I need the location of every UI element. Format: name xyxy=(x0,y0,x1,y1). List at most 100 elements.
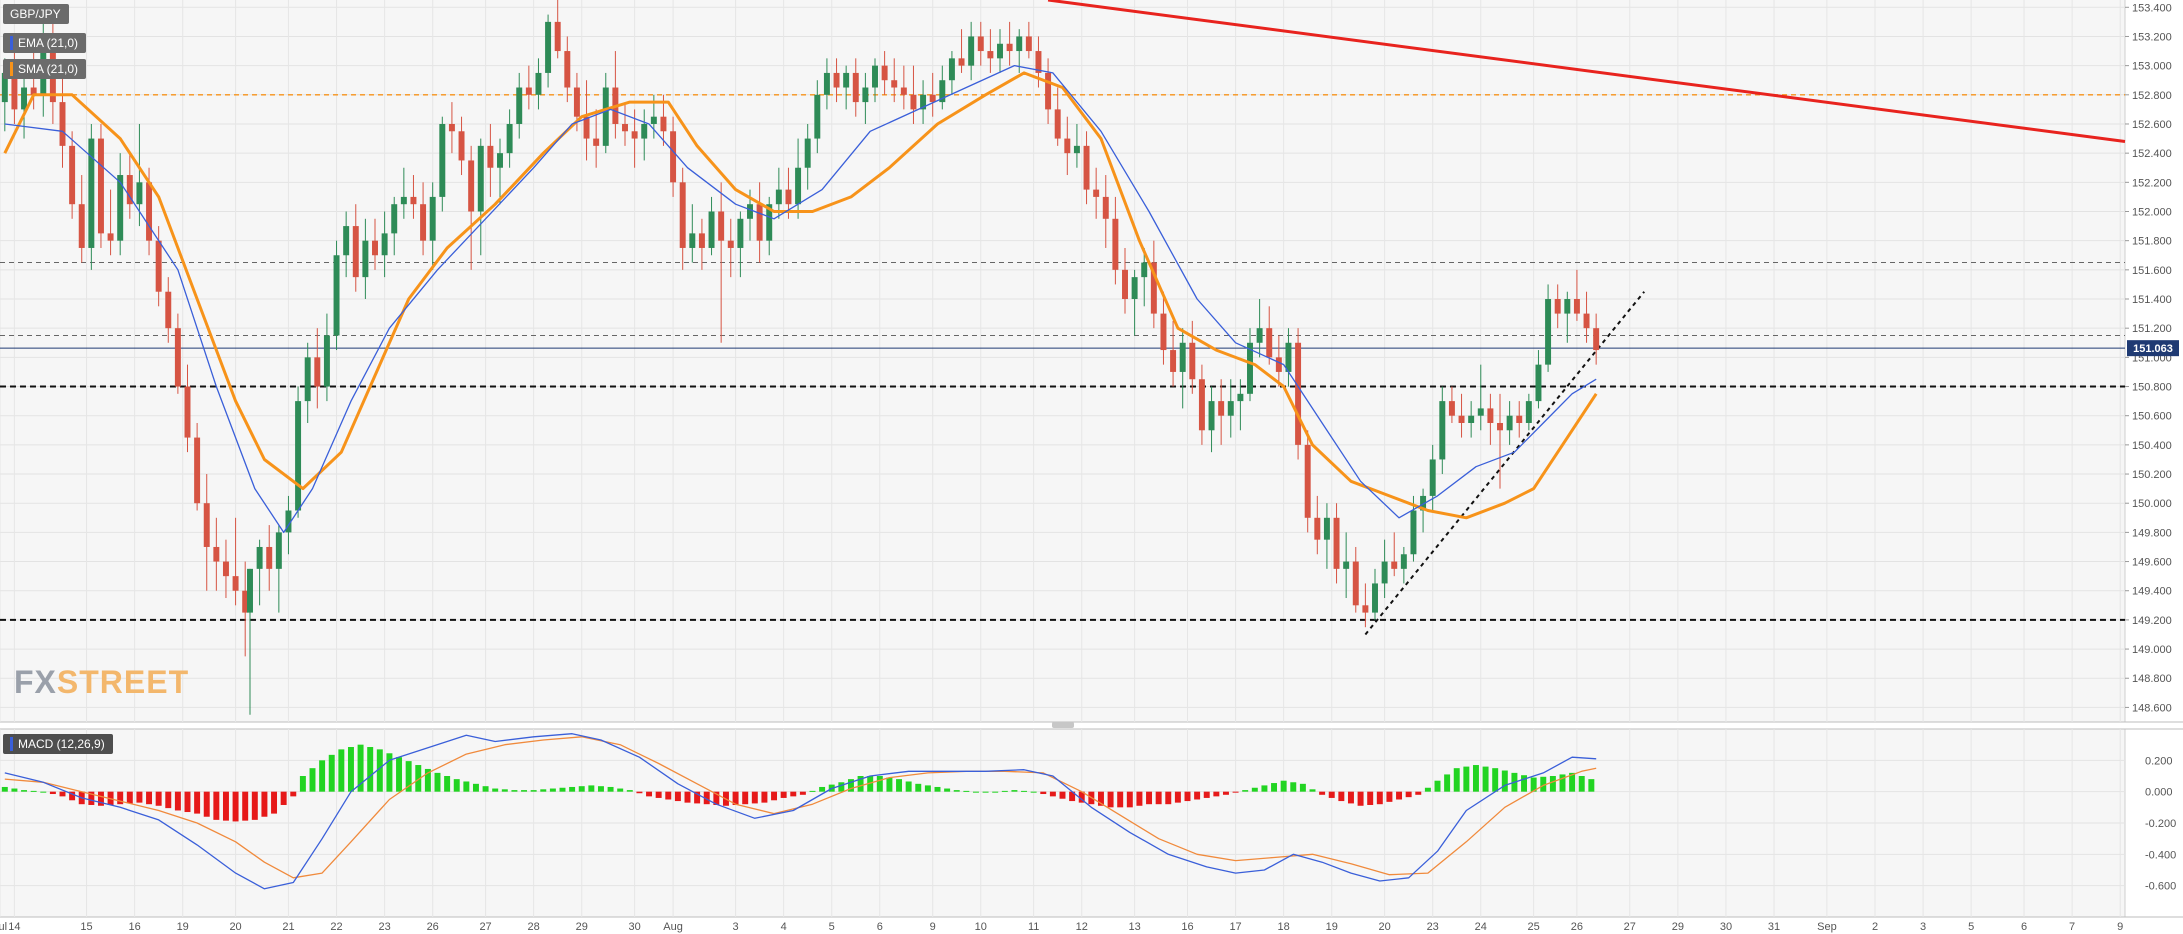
ema-line xyxy=(4,64,1597,534)
candle-body xyxy=(1237,393,1244,402)
candle-body xyxy=(833,72,840,88)
candle-body xyxy=(535,72,542,95)
macd-histogram-bar xyxy=(213,791,220,820)
macd-histogram-bar xyxy=(194,791,201,814)
macd-line xyxy=(4,733,1597,890)
price-tick-label: 149.600 xyxy=(2132,557,2172,569)
candle-body xyxy=(1025,36,1032,52)
candle-body xyxy=(862,87,869,103)
candle-body xyxy=(1045,72,1052,110)
macd-histogram-bar xyxy=(540,789,547,792)
candle-body xyxy=(775,189,782,205)
candle-body xyxy=(1525,401,1532,423)
date-tick-label: 29 xyxy=(1672,921,1684,933)
candle-body xyxy=(958,58,965,66)
candle-body xyxy=(525,87,532,95)
macd-histogram-bar xyxy=(1376,791,1383,805)
macd-histogram-bar xyxy=(1049,791,1056,797)
candle-body xyxy=(59,102,66,146)
macd-histogram-bar xyxy=(857,776,864,792)
macd-histogram-bar xyxy=(1059,791,1066,799)
candle-body xyxy=(1554,299,1561,314)
candle-body xyxy=(1093,189,1100,197)
candle-body xyxy=(718,211,725,241)
macd-histogram-bar xyxy=(155,791,162,806)
candle-body xyxy=(1564,299,1571,314)
candle-body xyxy=(1583,313,1590,329)
candle-body xyxy=(1,72,8,103)
date-tick-label: 6 xyxy=(877,921,883,933)
macd-histogram-bar xyxy=(1453,768,1460,792)
macd-histogram-bar xyxy=(1174,791,1181,803)
candle-body xyxy=(1295,342,1302,445)
ema-indicator-badge[interactable]: EMA (21,0) xyxy=(3,33,87,53)
price-tick-label: 152.800 xyxy=(2132,90,2172,102)
candle-body xyxy=(689,233,696,248)
candle-body xyxy=(429,196,436,241)
date-tick-label: 27 xyxy=(1624,921,1636,933)
macd-histogram-bar xyxy=(126,791,133,804)
macd-histogram-bar xyxy=(1078,791,1085,803)
macd-histogram-bar xyxy=(1540,776,1547,792)
ema-label: EMA (21,0) xyxy=(18,36,79,50)
symbol-badge[interactable]: GBP/JPY xyxy=(3,4,69,24)
candle-body xyxy=(1304,444,1311,518)
candle-body xyxy=(247,568,253,613)
candle-body xyxy=(545,21,552,73)
macd-histogram-bar xyxy=(626,790,633,792)
macd-histogram-bar xyxy=(280,791,287,805)
macd-histogram-bar xyxy=(790,791,797,797)
macd-label: MACD (12,26,9) xyxy=(18,737,105,751)
symbol-label: GBP/JPY xyxy=(10,7,61,21)
candle-body xyxy=(213,546,220,562)
macd-histogram-bar xyxy=(838,782,845,792)
date-tick-label: 5 xyxy=(829,921,835,933)
macd-histogram-bar xyxy=(1386,791,1393,802)
macd-histogram-bar xyxy=(1280,780,1287,792)
candle-body xyxy=(30,87,37,95)
candle-body xyxy=(1535,364,1542,402)
macd-histogram-bar xyxy=(415,765,422,792)
macd-histogram-bar xyxy=(934,786,941,792)
date-tick-label: 5 xyxy=(1968,921,1974,933)
candle-body xyxy=(708,211,715,248)
candle-body xyxy=(232,576,239,591)
macd-histogram-bar xyxy=(569,786,576,792)
candle-body xyxy=(372,240,378,256)
macd-tick-label: 0.000 xyxy=(2145,787,2173,799)
candle-body xyxy=(823,72,830,95)
macd-histogram-bar xyxy=(1213,791,1220,797)
date-tick-label: 19 xyxy=(177,921,189,933)
candle-body xyxy=(1410,510,1417,555)
date-tick-label: 24 xyxy=(1475,921,1487,933)
candle-body xyxy=(1323,517,1330,540)
candle-body xyxy=(477,145,484,212)
macd-histogram-bar xyxy=(1319,791,1326,795)
candle-body xyxy=(747,204,753,219)
macd-histogram-bar xyxy=(1290,782,1297,792)
macd-histogram-bar xyxy=(1328,791,1335,798)
candle-body xyxy=(1102,196,1109,219)
macd-histogram-bar xyxy=(1338,791,1345,802)
candle-body xyxy=(78,204,85,248)
date-tick-label: 6 xyxy=(2021,921,2027,933)
candle-body xyxy=(920,94,927,110)
sma-color-swatch xyxy=(10,61,13,76)
macd-histogram-bar xyxy=(972,791,979,793)
macd-histogram-bar xyxy=(1155,791,1162,805)
candle-body xyxy=(314,357,321,387)
macd-histogram-bar xyxy=(665,791,672,800)
candle-body xyxy=(266,546,273,569)
pane-resize-handle[interactable] xyxy=(1052,722,1074,728)
sma-indicator-badge[interactable]: SMA (21,0) xyxy=(3,59,87,79)
macd-histogram-bar xyxy=(742,791,749,805)
candle-body xyxy=(1035,51,1042,73)
candle-body xyxy=(852,72,859,103)
candle-body xyxy=(910,94,917,110)
macd-indicator-badge[interactable]: MACD (12,26,9) xyxy=(3,734,113,754)
candle-body xyxy=(785,189,792,205)
macd-histogram-bar xyxy=(136,791,143,803)
candle-body xyxy=(126,175,133,205)
macd-histogram-bar xyxy=(338,749,345,792)
